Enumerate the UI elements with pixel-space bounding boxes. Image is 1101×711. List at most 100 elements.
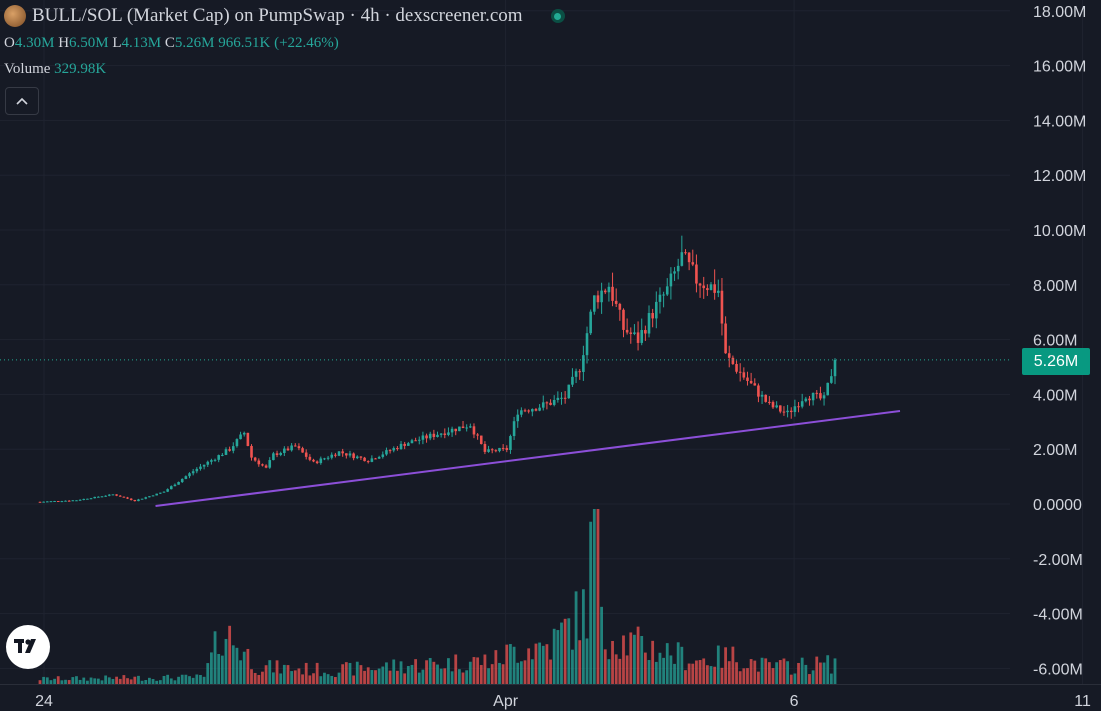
candle-body	[199, 466, 202, 469]
candle-body	[166, 489, 169, 492]
y-axis[interactable]: 18.00M 16.00M 14.00M 12.00M 10.00M 8.00M 6.00M…	[1033, 4, 1086, 679]
candle-body	[662, 294, 665, 296]
y-tick-label: 4.00M	[1033, 387, 1077, 404]
candle-body	[534, 409, 538, 411]
volume-bar	[592, 509, 596, 684]
volume-bar	[574, 591, 578, 684]
candle-body	[622, 309, 625, 330]
volume-bar	[687, 663, 691, 684]
volume-bar	[786, 661, 789, 684]
candle-body	[93, 496, 97, 499]
volume-bar	[385, 662, 388, 684]
volume-bar	[374, 670, 377, 684]
candle-body	[173, 484, 177, 487]
volume-bar	[658, 652, 662, 684]
candle-body	[224, 449, 228, 455]
candle-body	[100, 496, 104, 498]
candle-body	[644, 330, 647, 334]
chart-title-row: BULL/SOL (Market Cap) on PumpSwap · 4h ·…	[4, 5, 565, 27]
volume-bar	[596, 509, 600, 684]
volume-bar	[782, 658, 786, 684]
volume-bar	[629, 632, 633, 684]
candle-body	[75, 500, 78, 502]
candle-body	[706, 288, 709, 291]
volume-bar	[560, 622, 563, 684]
volume-bar	[709, 666, 713, 684]
candle-body	[169, 486, 173, 490]
volume-bar	[684, 670, 687, 684]
tv-logo-mark	[14, 639, 36, 653]
x-axis[interactable]: 24Apr611162126	[0, 684, 1101, 711]
candle-body	[97, 496, 100, 498]
candle-body	[552, 399, 556, 405]
candle-body	[107, 494, 111, 496]
volume-bar	[618, 658, 622, 684]
x-tick-label: 11	[1074, 693, 1091, 710]
candle-body	[78, 499, 82, 501]
y-tick-label: 16.00M	[1033, 59, 1086, 76]
candle-body	[137, 499, 140, 502]
candle-body	[304, 452, 308, 457]
candle-body	[436, 434, 439, 438]
volume-bar	[775, 662, 779, 684]
volume-bar	[129, 679, 133, 684]
candle-body	[490, 449, 494, 451]
candle-body	[658, 294, 662, 302]
candle-body	[60, 501, 64, 503]
candle-body	[447, 432, 450, 435]
candle-body	[425, 435, 428, 439]
volume-bar	[268, 660, 272, 684]
candle-body	[516, 414, 520, 422]
candlestick-series	[38, 235, 837, 503]
candle-body	[71, 500, 75, 502]
volume-bar	[370, 670, 374, 684]
candle-body	[381, 454, 385, 457]
candle-body	[717, 290, 720, 293]
volume-bar	[447, 658, 450, 684]
volume-bar	[534, 643, 538, 684]
volume-bar	[571, 649, 574, 684]
candle-body	[545, 402, 549, 404]
candle-body	[56, 501, 60, 503]
candle-body	[673, 271, 676, 274]
volume-bar	[220, 655, 224, 684]
candle-body	[177, 482, 180, 485]
volume-bar	[749, 659, 753, 684]
candle-body	[341, 451, 344, 454]
candle-body	[67, 500, 71, 502]
volume-bar	[662, 657, 666, 684]
volume-bar	[140, 680, 144, 684]
candle-body	[830, 376, 833, 383]
collapse-legend-button[interactable]	[5, 87, 39, 115]
volume-bar	[166, 674, 170, 684]
candle-body	[38, 501, 42, 503]
candle-body	[348, 453, 352, 456]
y-tick-label: 6.00M	[1033, 333, 1077, 350]
volume-bar	[49, 680, 53, 684]
volume-bar	[822, 662, 826, 684]
candle-body	[614, 300, 618, 304]
volume-bar	[56, 676, 60, 684]
candle-body	[760, 394, 764, 397]
low-value: 4.13M	[121, 35, 162, 51]
candle-body	[778, 405, 782, 412]
candle-body	[195, 468, 199, 472]
volume-bar	[654, 661, 658, 684]
volume-bar	[206, 663, 210, 684]
volume-bar	[78, 679, 82, 684]
candle-body	[122, 496, 126, 498]
candle-body	[815, 392, 819, 394]
volume-bar	[202, 676, 206, 684]
volume-bar	[319, 676, 323, 684]
volume-bar	[414, 659, 418, 684]
volume-bar	[96, 678, 100, 684]
candle-body	[64, 500, 67, 502]
tradingview-logo-icon[interactable]	[6, 625, 50, 669]
volume-bar	[713, 666, 717, 684]
volume-bar	[829, 673, 833, 684]
trendline[interactable]	[155, 410, 901, 507]
candle-body	[140, 498, 144, 500]
candle-body	[275, 453, 279, 455]
candle-body	[366, 461, 370, 463]
